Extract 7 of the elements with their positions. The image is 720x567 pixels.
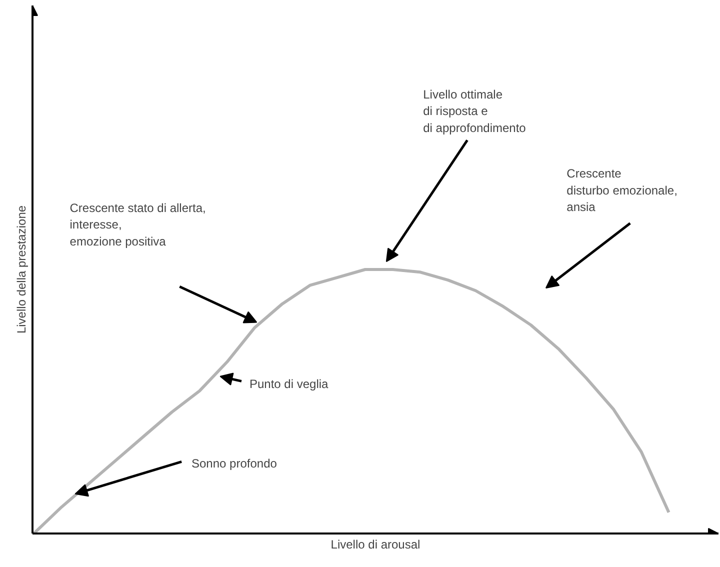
x-axis-title: Livello di arousal (330, 538, 420, 552)
text: Crescente stato di allerta, interesse, emozione positiva (70, 200, 206, 248)
annotation: Sonno profondo (192, 456, 278, 471)
text: Crescente disturbo emozionale, ansia (566, 166, 678, 214)
text: Livello ottimale di risposta e di approfondimento (423, 87, 526, 135)
y-axis-title: Livello della prestazione (14, 205, 28, 334)
annotation: Punto di veglia (249, 377, 329, 392)
